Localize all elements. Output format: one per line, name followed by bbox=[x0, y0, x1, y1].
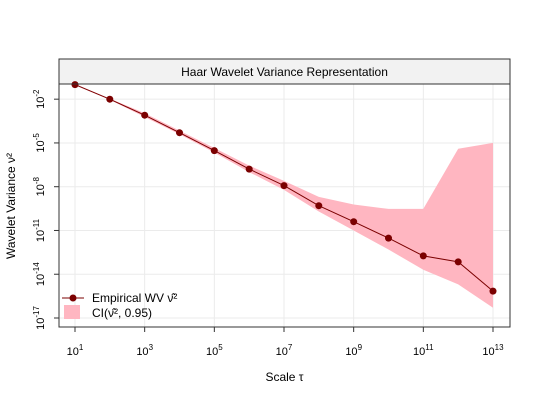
data-point bbox=[245, 165, 253, 173]
series-point-layer bbox=[71, 81, 497, 295]
y-tick-label-group: 10-5 bbox=[32, 133, 47, 153]
chart-title: Haar Wavelet Variance Representation bbox=[181, 65, 388, 79]
x-tick-label: 109 bbox=[345, 343, 362, 358]
legend-band-swatch bbox=[64, 305, 80, 319]
y-tick-label-group: 10-2 bbox=[32, 89, 47, 109]
y-tick-label-group: 10-11 bbox=[32, 218, 47, 242]
x-axis-label: Scale τ bbox=[265, 370, 303, 384]
x-tick-label: 107 bbox=[276, 343, 293, 358]
data-point bbox=[385, 234, 392, 242]
data-point bbox=[280, 182, 288, 190]
y-tick-label-group: 10-14 bbox=[32, 262, 47, 286]
x-tick-label: 105 bbox=[206, 343, 223, 358]
data-point bbox=[419, 252, 427, 260]
data-point bbox=[210, 147, 218, 155]
data-point bbox=[454, 258, 462, 266]
data-point bbox=[315, 202, 323, 210]
x-tick-label: 1011 bbox=[413, 343, 434, 358]
legend-point-swatch bbox=[69, 294, 77, 302]
x-tick-label: 101 bbox=[67, 343, 84, 358]
x-tick-label: 103 bbox=[136, 343, 153, 358]
y-tick-label: 10-8 bbox=[32, 176, 47, 196]
y-axis-label: Wavelet Variance ν² bbox=[4, 153, 18, 259]
data-point bbox=[141, 111, 149, 119]
y-tick-label-group: 10-17 bbox=[32, 306, 47, 330]
legend: Empirical WV ν̂² CI(ν̂², 0.95) bbox=[62, 291, 177, 320]
x-tick-label: 1013 bbox=[482, 343, 504, 358]
data-point bbox=[489, 287, 497, 295]
y-tick-label: 10-11 bbox=[32, 218, 47, 242]
legend-label-ci: CI(ν̂², 0.95) bbox=[92, 306, 152, 320]
x-axis: 101 103 105 107 109 1011 1013 bbox=[67, 327, 504, 358]
data-point bbox=[106, 95, 114, 103]
y-axis: 10-2 10-5 10-8 10-11 10-14 10-17 bbox=[32, 89, 59, 330]
y-tick-label: 10-2 bbox=[32, 89, 47, 109]
y-tick-label: 10-5 bbox=[32, 133, 47, 153]
y-tick-label: 10-14 bbox=[32, 262, 47, 286]
y-tick-label-group: 10-8 bbox=[32, 176, 47, 196]
legend-label-empirical: Empirical WV ν̂² bbox=[92, 291, 177, 305]
title-strip bbox=[58, 58, 511, 85]
data-point bbox=[176, 129, 183, 137]
data-point bbox=[350, 218, 358, 226]
y-tick-label: 10-17 bbox=[32, 306, 47, 330]
data-point bbox=[71, 81, 79, 89]
